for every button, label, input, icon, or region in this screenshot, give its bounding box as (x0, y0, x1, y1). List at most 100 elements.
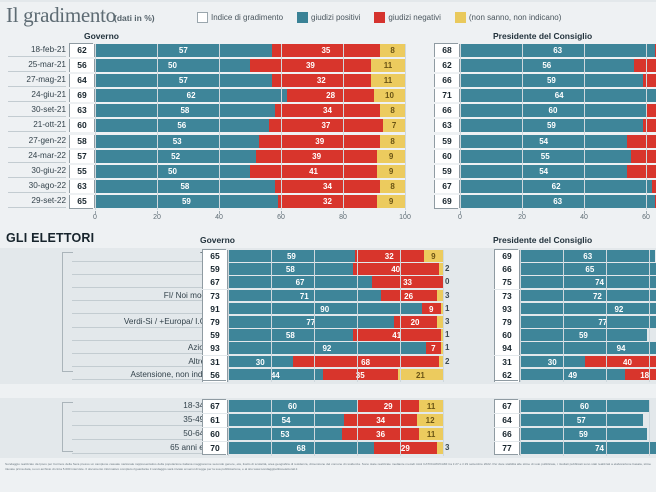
chart-row[interactable]: 75 74 (489, 276, 656, 290)
chart-row[interactable]: 18-feb-21 62 57 35 8 (0, 44, 420, 57)
stacked-bar: 65 (520, 263, 656, 275)
chart-row[interactable]: 676231 (424, 179, 656, 193)
chart-row[interactable]: 31 30 40 (489, 355, 656, 369)
bar-segment-positivi: 92 (228, 342, 426, 354)
row-underline (72, 339, 222, 341)
chart-row[interactable]: 65 anni e oltre 70 68 29 3 (0, 441, 490, 455)
stacked-bar: 74 (520, 441, 656, 454)
gridline (281, 44, 282, 211)
index-box-border (202, 249, 226, 250)
chart-row[interactable]: Azione-Iv939271 (0, 342, 490, 356)
chart-row[interactable]: 69 63 (489, 250, 656, 263)
chart-row[interactable]: 686330 (424, 44, 656, 57)
index-value-box: 68 (434, 44, 460, 57)
chart-row[interactable]: FI/ Noi moderati 73 71 26 3 (0, 289, 490, 303)
index-value-box: 63 (69, 179, 95, 193)
bar-segment-positivi: 63 (460, 44, 656, 57)
gridline (405, 44, 406, 211)
bar-segment-nonsanno (440, 329, 443, 341)
row-underline (72, 313, 222, 315)
bar-segment-negativi: 32 (354, 250, 424, 262)
chart-row[interactable]: Lega6767330 (0, 276, 490, 290)
gridline (649, 250, 650, 382)
stacked-bar: 92 (520, 302, 656, 315)
chart-row[interactable]: 30-set-21 63 58 34 8 (0, 104, 420, 118)
stacked-bar: 6033 (460, 104, 656, 118)
index-value-box: 60 (494, 329, 520, 343)
chart-row[interactable]: 25-mar-21 56 50 39 11 (0, 59, 420, 73)
bar-segment-positivi: 57 (520, 413, 643, 427)
index-value-box: 67 (434, 179, 460, 193)
bar-segment-negativi: 29 (374, 441, 437, 454)
chart-row[interactable]: 27-gen-22 58 53 39 8 (0, 134, 420, 148)
index-value-box: 69 (494, 250, 520, 263)
chart-row[interactable]: 595439 (424, 134, 656, 148)
chart-row[interactable]: 66 59 (489, 427, 656, 441)
chart-row[interactable]: 24-giu-21 69 62 28 10 (0, 89, 420, 103)
row-label: 27-gen-22 (28, 135, 66, 145)
index-box-border (494, 454, 518, 455)
bar-segment-negativi: 9 (421, 302, 441, 315)
bar-segment-nonsanno: 9 (377, 164, 405, 178)
row-underline (72, 439, 222, 441)
column-header-presidente-top: Presidente del Consiglio (493, 31, 593, 41)
stacked-bar: 54 34 12 (228, 413, 443, 427)
chart-row[interactable]: 60 59 (489, 329, 656, 343)
bar-segment-positivi: 64 (460, 89, 656, 103)
x-axis: 0 20 40 60 80 100 (0, 211, 420, 225)
chart-row[interactable]: 77 74 (489, 441, 656, 455)
chart-row[interactable]: 67 60 (489, 400, 656, 413)
gridline (343, 44, 344, 211)
stacked-bar: 50 41 9 (95, 164, 405, 178)
chart-row[interactable]: 35-49 anni61543412 (0, 413, 490, 427)
axis-tick-label: 80 (339, 214, 347, 222)
index-value-box: 73 (202, 289, 228, 303)
chart-row[interactable]: Altre liste3130682 (0, 355, 490, 369)
chart-row[interactable]: 66 65 (489, 263, 656, 277)
chart-row[interactable]: 595439 (424, 164, 656, 178)
chart-row[interactable]: 62 49 18 (489, 368, 656, 382)
chart-row[interactable]: M5S5958411 (0, 329, 490, 343)
chart-row[interactable]: 64 57 (489, 413, 656, 427)
chart-row[interactable]: 696330 (424, 194, 656, 208)
bar-segment-positivi: 77 (228, 315, 394, 328)
chart-row[interactable]: Pd919091 (0, 302, 490, 316)
index-value-box: 66 (434, 74, 460, 88)
row-label: Astensione, non indicano (130, 369, 223, 379)
chart-row[interactable]: 73 72 (489, 289, 656, 303)
row-underline (8, 56, 66, 57)
chart-row[interactable]: 625636 (424, 59, 656, 73)
row-label: 18-feb-21 (30, 45, 66, 54)
chart-row[interactable]: Verdi-Si / +Europa/ I.Civico 79 77 20 3 (0, 315, 490, 329)
chart-row[interactable]: Astensione, non indicano 56 44 35 21 (0, 368, 490, 382)
chart-row[interactable]: FdI5958402 (0, 263, 490, 277)
chart-row[interactable]: 21-ott-21 60 56 37 7 (0, 119, 420, 133)
chart-row[interactable]: 18-34 anni67602911 (0, 400, 490, 413)
chart-row[interactable]: 30-giu-22 55 50 41 9 (0, 164, 420, 178)
chart-row[interactable]: Totale6559329 (0, 250, 490, 263)
row-label: 21-ott-21 (33, 120, 66, 130)
bar-segment-positivi: 53 (228, 427, 342, 441)
chart-row[interactable]: 29-set-22 65 59 32 9 (0, 194, 420, 208)
chart-row[interactable]: 665933 (424, 74, 656, 88)
chart-row[interactable]: 716428 (424, 89, 656, 103)
bar-segment-positivi: 58 (228, 263, 353, 275)
chart-row[interactable]: 27-mag-21 64 57 32 11 (0, 74, 420, 88)
bar-segment-negativi: 7 (425, 342, 441, 354)
legend-item-nonsanno: (non sanno, non indicano) (454, 12, 561, 23)
chart-row[interactable]: 79 77 (489, 315, 656, 329)
bar-segment-positivi: 58 (95, 104, 275, 118)
chart-row[interactable]: 94 94 (489, 342, 656, 356)
row-label: 27-mag-21 (26, 75, 66, 85)
chart-row[interactable]: 24-mar-22 57 52 39 9 (0, 149, 420, 163)
chart-row[interactable]: 666033 (424, 104, 656, 118)
chart-row[interactable]: 93 92 (489, 302, 656, 316)
chart-row[interactable]: 635934 (424, 119, 656, 133)
chart-row[interactable]: 50-64 anni60533611 (0, 427, 490, 441)
chart-row[interactable]: 30-ago-22 63 58 34 8 (0, 179, 420, 193)
row-underline (72, 379, 222, 381)
index-box-border (494, 380, 518, 382)
gridline (157, 44, 158, 211)
chart-row[interactable]: 605538 (424, 149, 656, 163)
index-value-box: 55 (69, 164, 95, 178)
